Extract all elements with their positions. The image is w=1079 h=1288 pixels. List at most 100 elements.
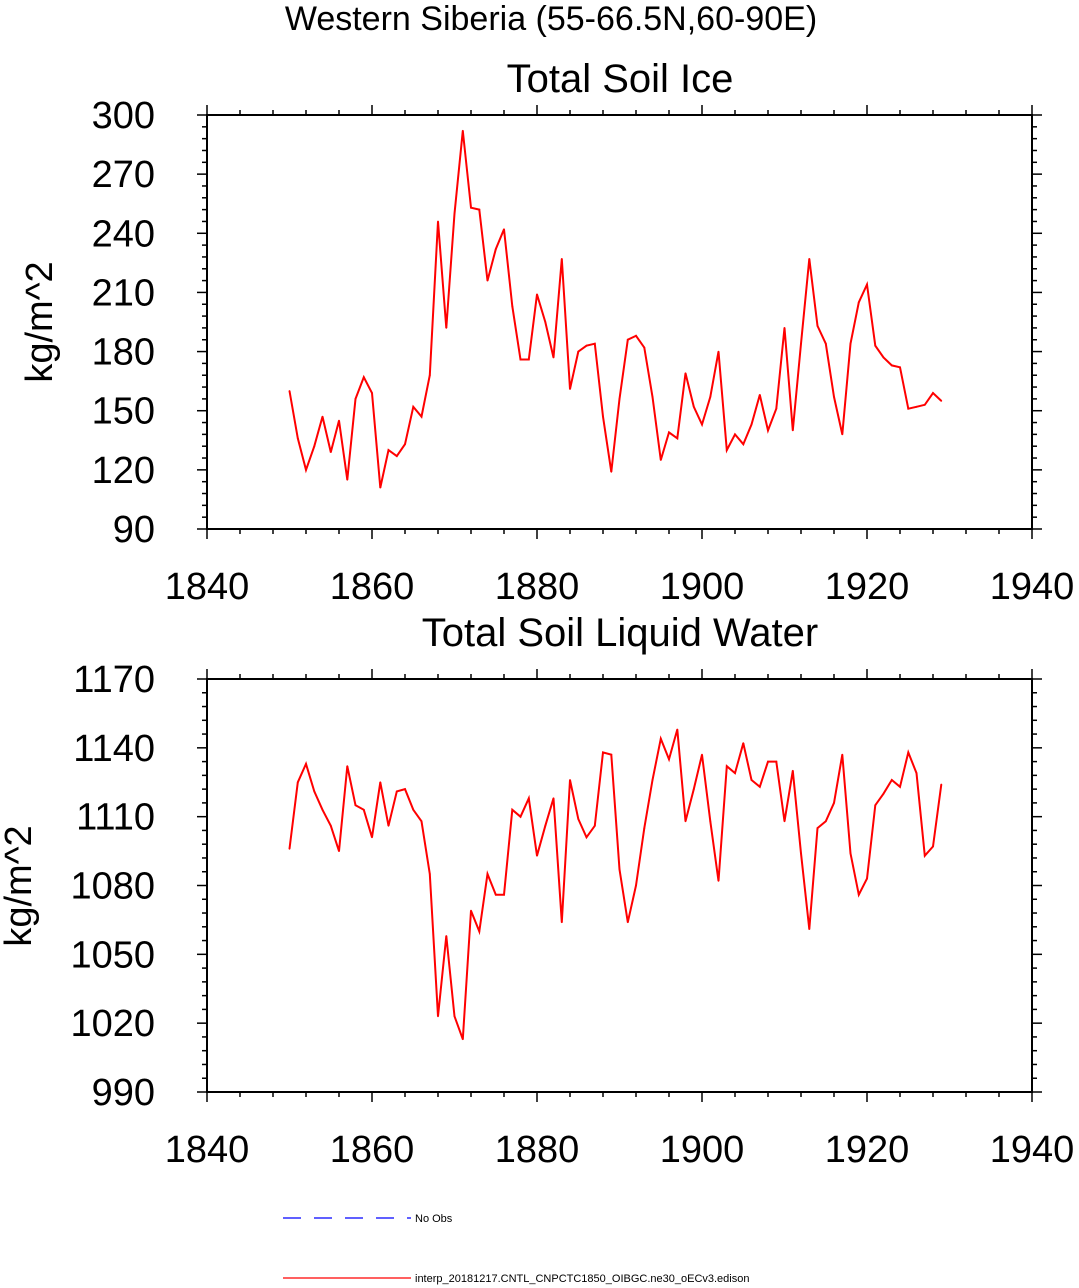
soil-ice-data-point <box>808 258 811 260</box>
soil-ice-data-point <box>643 346 646 349</box>
soil-ice-data-point <box>552 356 555 359</box>
soil-ice-data-point <box>849 342 852 345</box>
soil-ice-data-point <box>932 392 934 394</box>
soil-ice-data-point <box>313 445 316 448</box>
soil-ice-plot-frame <box>206 114 1033 530</box>
soil-liquid-x-tick-label: 1840 <box>165 1129 250 1171</box>
soil-ice-data-point <box>461 129 464 132</box>
soil-ice-data-point <box>767 429 769 432</box>
soil-ice-data-point <box>371 392 373 394</box>
soil-ice-data-point <box>478 208 481 211</box>
soil-liquid-data-point <box>387 824 390 827</box>
soil-liquid-data-point <box>899 785 901 788</box>
soil-ice-data-point <box>503 228 505 231</box>
soil-ice-data-point <box>404 443 406 446</box>
soil-liquid-data-point <box>486 873 489 875</box>
soil-ice-title: Total Soil Ice <box>507 57 734 101</box>
soil-liquid-data-point <box>701 753 703 756</box>
soil-liquid-x-tick-label: 1900 <box>660 1129 745 1171</box>
soil-liquid-data-point <box>503 893 505 896</box>
soil-liquid-data-point <box>890 779 893 781</box>
soil-ice-data-point <box>626 338 629 341</box>
soil-liquid-x-tick-label: 1860 <box>330 1129 415 1171</box>
soil-liquid-data-point <box>734 772 736 774</box>
soil-liquid-data-point <box>536 854 538 857</box>
soil-liquid-data-point <box>692 788 695 790</box>
soil-ice-data-point <box>800 342 802 345</box>
soil-ice-data-point <box>874 344 877 347</box>
soil-ice-data-point <box>709 396 712 398</box>
soil-ice-data-point <box>940 400 943 402</box>
soil-liquid-data-point <box>585 836 588 839</box>
soil-liquid-data-point <box>643 827 646 829</box>
soil-ice-data-point <box>841 433 844 436</box>
soil-ice-y-tick-label: 120 <box>92 450 155 492</box>
soil-liquid-data-point <box>725 765 728 768</box>
soil-ice-data-point <box>824 342 827 345</box>
soil-ice-data-point <box>486 279 489 282</box>
soil-liquid-data-point <box>445 935 448 937</box>
soil-liquid-data-point <box>569 779 571 781</box>
soil-ice-y-tick-label: 270 <box>92 154 155 196</box>
soil-ice-data-point <box>717 350 720 353</box>
soil-ice-data-point <box>296 437 299 440</box>
soil-liquid-x-tick-label: 1920 <box>825 1129 910 1171</box>
soil-ice-data-point <box>560 258 563 260</box>
soil-liquid-data-point <box>800 852 802 855</box>
soil-liquid-data-point <box>915 772 918 774</box>
soil-liquid-data-point <box>684 820 687 823</box>
soil-liquid-data-point <box>519 815 522 818</box>
soil-ice-data-point <box>519 358 522 361</box>
soil-ice-data-point <box>882 356 885 359</box>
soil-ice-data-point <box>536 293 538 296</box>
soil-ice-data-point <box>857 301 860 304</box>
soil-ice-data-point <box>692 405 695 408</box>
soil-ice-data-point <box>585 344 588 347</box>
soil-ice-data-point <box>775 407 778 410</box>
soil-ice-series-line <box>288 130 942 488</box>
soil-liquid-data-point <box>354 804 357 807</box>
soil-ice-data-point <box>494 248 497 251</box>
soil-liquid-data-point <box>932 845 934 848</box>
soil-liquid-ticks <box>197 669 1042 1102</box>
soil-liquid-data-point <box>428 873 431 875</box>
soil-liquid-data-point <box>321 808 324 811</box>
soil-liquid-x-tick-label: 1880 <box>495 1129 580 1171</box>
soil-ice-data-point <box>750 423 753 426</box>
soil-liquid-data-point <box>313 790 316 793</box>
soil-liquid-data-point <box>379 781 382 784</box>
soil-ice-x-tick-label: 1920 <box>825 566 910 608</box>
soil-liquid-panel: Total Soil Liquid Water kg/m^2 1840 1860 1… <box>0 611 1074 1171</box>
soil-ice-data-point <box>420 415 423 418</box>
soil-liquid-data-point <box>346 765 349 768</box>
soil-ice-data-point <box>305 469 307 471</box>
soil-ice-data-point <box>453 212 456 215</box>
soil-liquid-data-point <box>767 760 769 763</box>
soil-liquid-data-point <box>775 760 778 763</box>
soil-ice-data-point <box>470 206 472 209</box>
soil-liquid-data-point <box>676 728 679 731</box>
soil-liquid-data-point <box>404 788 406 790</box>
soil-liquid-data-point <box>857 893 860 896</box>
soil-ice-y-tick-label: 90 <box>113 509 155 551</box>
legend-model-label: interp_20181217.CNTL_CNPCTC1850_OIBGC.ne… <box>415 1273 749 1285</box>
soil-liquid-data-point <box>833 802 835 804</box>
soil-liquid-data-point <box>618 868 621 871</box>
soil-ice-data-point <box>395 455 398 457</box>
soil-liquid-y-tick-label: 1080 <box>70 866 155 908</box>
soil-liquid-data-point <box>750 779 753 781</box>
soil-liquid-y-tick-label: 1020 <box>70 1003 155 1045</box>
soil-ice-data-point <box>866 283 868 286</box>
soil-ice-data-point <box>833 396 835 398</box>
soil-liquid-tick-labels: 1840 1860 1880 1900 1920 1940 990 1020 1050 1080 1… <box>70 659 1074 1171</box>
soil-liquid-data-point <box>296 781 299 784</box>
soil-ice-data-point <box>445 327 448 329</box>
soil-liquid-data-point <box>742 742 745 745</box>
soil-liquid-data-point <box>470 909 472 912</box>
soil-liquid-data-point <box>923 854 926 857</box>
soil-liquid-data-point <box>940 783 943 786</box>
soil-liquid-data-point <box>288 847 291 850</box>
soil-ice-data-point <box>659 459 662 461</box>
soil-ice-x-tick-label: 1940 <box>990 566 1075 608</box>
soil-ice-data-point <box>684 372 687 375</box>
